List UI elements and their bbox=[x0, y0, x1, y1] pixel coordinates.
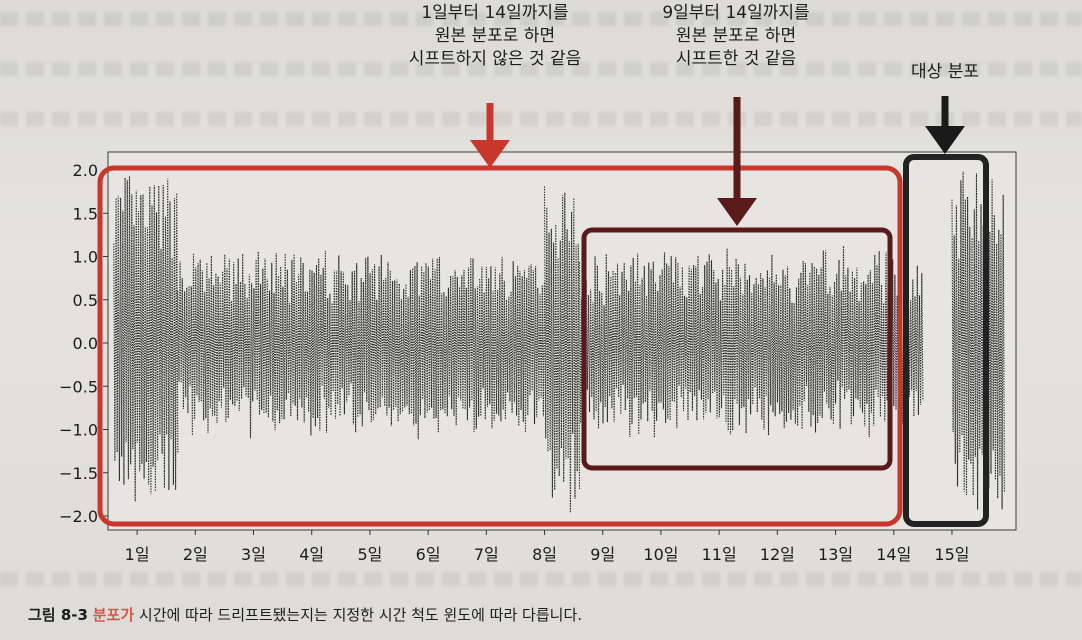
window-box-day1-14 bbox=[97, 165, 903, 527]
x-tick-label: 6일 bbox=[416, 545, 441, 564]
caption-label: 그림 8-3 bbox=[28, 606, 88, 624]
x-tick-label: 11일 bbox=[702, 545, 737, 564]
x-tick-label: 1일 bbox=[125, 545, 150, 564]
annotation-right: 대상 분포 bbox=[911, 62, 979, 82]
x-tick-label: 13일 bbox=[818, 545, 853, 564]
bleed-through-text bbox=[0, 12, 1082, 26]
window-box-target bbox=[903, 154, 989, 527]
bleed-through-text bbox=[0, 62, 1082, 76]
arrow-right-head bbox=[925, 126, 965, 154]
x-tick-label: 8일 bbox=[532, 545, 557, 564]
y-tick-label: 1.0 bbox=[73, 248, 98, 267]
figure-caption: 그림 8-3 분포가 시간에 따라 드리프트됐는지는 지정한 시간 척도 윈도에… bbox=[28, 604, 582, 625]
x-tick-label: 12일 bbox=[760, 545, 795, 564]
y-tick-label: −2.0 bbox=[59, 507, 98, 526]
y-tick-label: 0.5 bbox=[73, 291, 98, 310]
signal-series bbox=[543, 186, 581, 513]
arrow-left-head bbox=[470, 140, 510, 168]
x-tick-label: 5일 bbox=[357, 545, 382, 564]
y-tick-label: 0.0 bbox=[73, 334, 98, 353]
bleed-through-text bbox=[0, 572, 1082, 586]
signal-series bbox=[951, 171, 1005, 510]
x-tick-label: 2일 bbox=[183, 545, 208, 564]
x-tick-label: 10일 bbox=[643, 545, 678, 564]
x-tick-label: 7일 bbox=[474, 545, 499, 564]
caption-text: 시간에 따라 드리프트됐는지는 지정한 시간 척도 윈도에 따라 다릅니다. bbox=[134, 606, 583, 624]
y-tick-label: −0.5 bbox=[59, 377, 98, 396]
signal-series bbox=[578, 245, 924, 438]
y-tick-label: 2.0 bbox=[73, 161, 98, 180]
bleed-through-text bbox=[0, 112, 1082, 126]
x-tick-label: 9일 bbox=[590, 545, 615, 564]
arrow-middle-head bbox=[717, 198, 757, 226]
x-tick-label: 4일 bbox=[299, 545, 324, 564]
signal-series bbox=[113, 176, 179, 502]
annotation-middle: 9일부터 14일까지를 원본 분포로 하면 시프트한 것 같음 bbox=[662, 3, 810, 69]
signal-series bbox=[177, 250, 546, 440]
y-tick-label: −1.0 bbox=[59, 421, 98, 440]
caption-accent: 분포가 bbox=[92, 606, 135, 624]
y-tick-label: −1.5 bbox=[59, 464, 98, 483]
x-tick-label: 14일 bbox=[876, 545, 911, 564]
window-box-day9-14 bbox=[581, 227, 893, 471]
x-tick-label: 3일 bbox=[241, 545, 266, 564]
x-tick-label: 15일 bbox=[934, 545, 969, 564]
annotation-left: 1일부터 14일까지를 원본 분포로 하면 시프트하지 않은 것 같음 bbox=[408, 3, 582, 69]
y-tick-label: 1.5 bbox=[73, 204, 98, 223]
